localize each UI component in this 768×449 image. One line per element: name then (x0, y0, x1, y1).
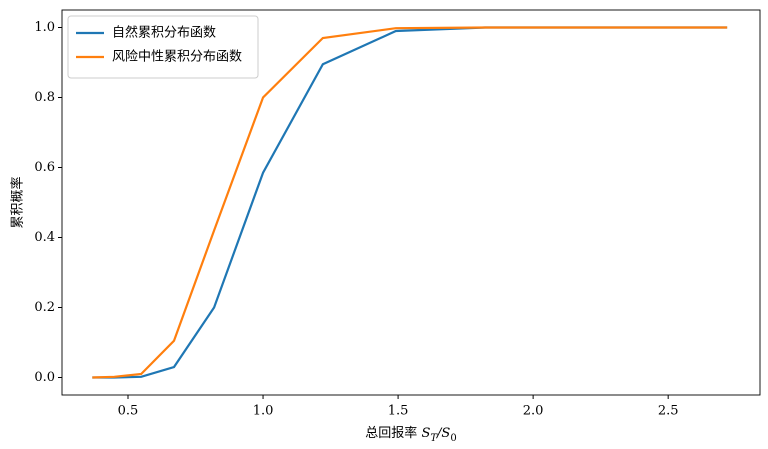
y-tick-label: 0.8 (34, 90, 55, 105)
x-tick-label: 0.5 (118, 404, 139, 419)
x-axis-label-part: S (421, 426, 430, 441)
x-tick-label: 2.5 (658, 404, 679, 419)
x-tick-label: 1.0 (253, 404, 274, 419)
legend-box (67, 15, 259, 79)
x-axis-label-part: 0 (450, 433, 456, 444)
x-tick-label: 2.0 (523, 404, 544, 419)
x-axis-label-part: T (430, 433, 438, 444)
y-tick-label: 0.4 (34, 230, 55, 245)
y-tick-label: 0.0 (34, 370, 55, 385)
line (92, 26, 728, 379)
plot-frame (61, 9, 761, 396)
y-tick-label: 0.6 (34, 160, 55, 175)
x-axis-label-part: / (435, 426, 443, 441)
y-tick-label: 0.2 (34, 300, 55, 315)
x-tick-label: 1.5 (388, 404, 409, 419)
x-axis-label: 总回报率 ST/S0 (365, 425, 456, 445)
y-axis-label: 累积概率 (10, 176, 26, 228)
x-axis-label-part: 总回报率 (365, 425, 421, 441)
line (92, 26, 728, 379)
legend-label: 自然累积分布函数 (112, 25, 216, 41)
y-tick-label: 1.0 (34, 20, 55, 35)
legend-label: 风险中性累积分布函数 (112, 50, 242, 65)
x-axis-label-part: S (441, 426, 450, 441)
